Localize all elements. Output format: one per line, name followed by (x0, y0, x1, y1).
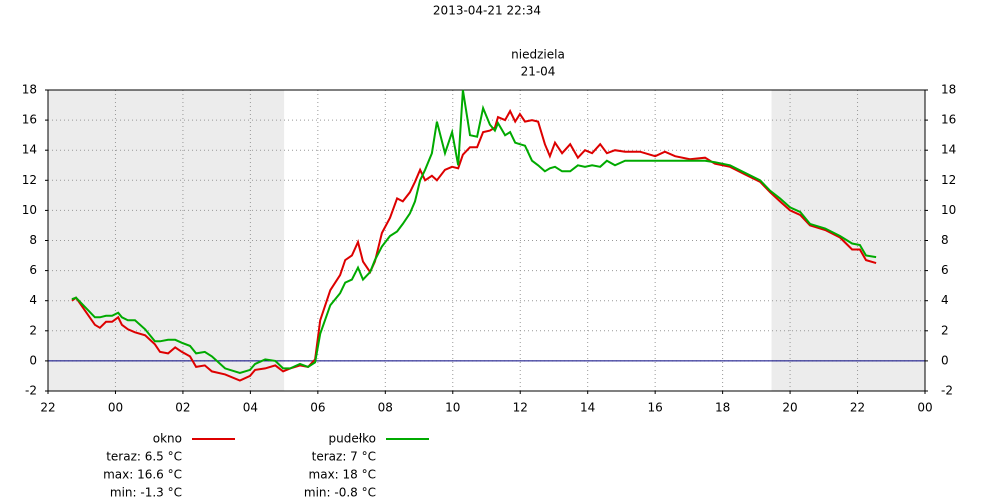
series-line (71, 108, 877, 382)
y2-tick-label: 4 (941, 293, 949, 307)
x-tick-label: 20 (782, 401, 797, 415)
y-tick-label: -2 (25, 384, 37, 398)
plot-frame (47, 89, 926, 392)
y-tick-label: 12 (22, 173, 37, 187)
y2-tick-label: 14 (941, 143, 956, 157)
x-tick-label: 00 (108, 401, 123, 415)
x-tick-label: 06 (310, 401, 325, 415)
series-line (71, 89, 877, 374)
y2-tick-label: 12 (941, 173, 956, 187)
chart-title: 2013-04-21 22:34 (433, 4, 541, 18)
y2-tick-label: 0 (941, 353, 949, 367)
y-tick-label: 10 (22, 203, 37, 217)
legend-label: okno (153, 432, 182, 446)
y-tick-label: 18 (22, 83, 37, 97)
legend-stat: max: 16.6 °C (103, 468, 182, 482)
x-tick-label: 08 (378, 401, 393, 415)
y2-tick-label: 8 (941, 233, 949, 247)
legend-label: pudełko (329, 432, 377, 446)
y2-tick-label: -2 (941, 384, 953, 398)
x-tick-label: 18 (715, 401, 730, 415)
x-tick-label: 16 (648, 401, 663, 415)
y2-tick-label: 10 (941, 203, 956, 217)
legend-stat: max: 18 °C (309, 468, 376, 482)
day-name: niedziela (511, 48, 565, 62)
x-tick-label: 12 (513, 401, 528, 415)
y-tick-label: 2 (29, 323, 37, 337)
y2-tick-label: 16 (941, 113, 956, 127)
y-tick-label: 6 (29, 263, 37, 277)
x-tick-label: 00 (917, 401, 932, 415)
legend-stat: teraz: 6.5 °C (106, 450, 182, 464)
y-tick-label: 4 (29, 293, 37, 307)
y2-tick-label: 18 (941, 83, 956, 97)
x-tick-label: 04 (243, 401, 258, 415)
day-date: 21-04 (521, 65, 556, 79)
x-tick-label: 10 (445, 401, 460, 415)
legend-stat: min: -1.3 °C (110, 486, 182, 500)
y-tick-label: 8 (29, 233, 37, 247)
y2-tick-label: 2 (941, 323, 949, 337)
x-tick-label: 22 (40, 401, 55, 415)
y-tick-label: 14 (22, 143, 37, 157)
legend-stat: teraz: 7 °C (312, 450, 376, 464)
x-tick-label: 14 (580, 401, 595, 415)
x-tick-label: 22 (850, 401, 865, 415)
y-tick-label: 0 (29, 353, 37, 367)
y2-tick-label: 6 (941, 263, 949, 277)
x-tick-label: 02 (175, 401, 190, 415)
y-tick-label: 16 (22, 113, 37, 127)
legend-stat: min: -0.8 °C (304, 486, 376, 500)
